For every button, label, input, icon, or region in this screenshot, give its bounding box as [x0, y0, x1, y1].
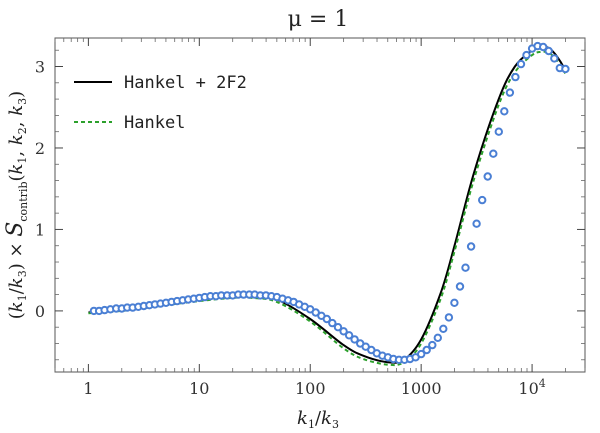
legend-label-hankel: Hankel	[124, 113, 185, 133]
data-point	[461, 263, 470, 272]
data-point	[561, 64, 570, 74]
data-point	[511, 72, 520, 82]
data-point	[544, 46, 553, 56]
data-point	[439, 324, 448, 333]
data-point	[472, 219, 481, 228]
axis-ticks: 1 10 100 1000 104 0 1 2 3	[35, 38, 586, 398]
data-point	[328, 318, 337, 328]
data-point	[333, 323, 343, 332]
x-tick-label: 10	[189, 379, 209, 398]
data-point	[500, 107, 509, 116]
data-point	[322, 314, 331, 324]
data-point	[466, 242, 476, 251]
data-point	[539, 42, 548, 52]
x-tick-label: 104	[518, 377, 545, 398]
plot-frame	[54, 37, 586, 373]
data-point	[417, 349, 426, 359]
data-point	[483, 172, 492, 181]
data-point	[428, 340, 437, 350]
x-tick-label: 1000	[401, 379, 442, 398]
svg-text:(k1/k3) × Scontrib(k1, k2, k3): (k1/k3) × Scontrib(k1, k2, k3)	[3, 91, 30, 319]
data-point	[516, 59, 526, 69]
series-layer	[88, 41, 570, 367]
y-tick-label: 1	[35, 220, 45, 239]
data-point	[450, 298, 459, 307]
legend: Hankel + 2F2 Hankel	[74, 73, 247, 133]
y-tick-label: 3	[35, 58, 45, 77]
data-point	[478, 195, 487, 205]
x-tick-label: 1	[83, 379, 93, 398]
y-tick-label: 0	[35, 302, 45, 321]
data-point	[350, 335, 359, 344]
svg-text:k1/k3: k1/k3	[297, 408, 339, 431]
data-point	[433, 333, 442, 342]
data-point	[522, 50, 531, 60]
x-axis-label: k1/k3	[297, 408, 339, 431]
data-point	[494, 127, 503, 136]
chart-title: μ = 1	[288, 7, 349, 32]
y-tick-label: 2	[35, 139, 45, 158]
data-point	[344, 331, 354, 340]
y-axis-label: (k1/k3) × Scontrib(k1, k2, k3)	[3, 91, 30, 319]
data-point	[550, 54, 559, 63]
x-tick-label: 100	[295, 379, 326, 398]
data-point	[489, 149, 498, 158]
data-point	[339, 327, 348, 336]
data-point	[444, 313, 454, 322]
data-point	[455, 282, 465, 291]
data-point	[422, 345, 431, 355]
legend-label-hankel-2f2: Hankel + 2F2	[124, 73, 247, 93]
data-point	[505, 88, 515, 97]
